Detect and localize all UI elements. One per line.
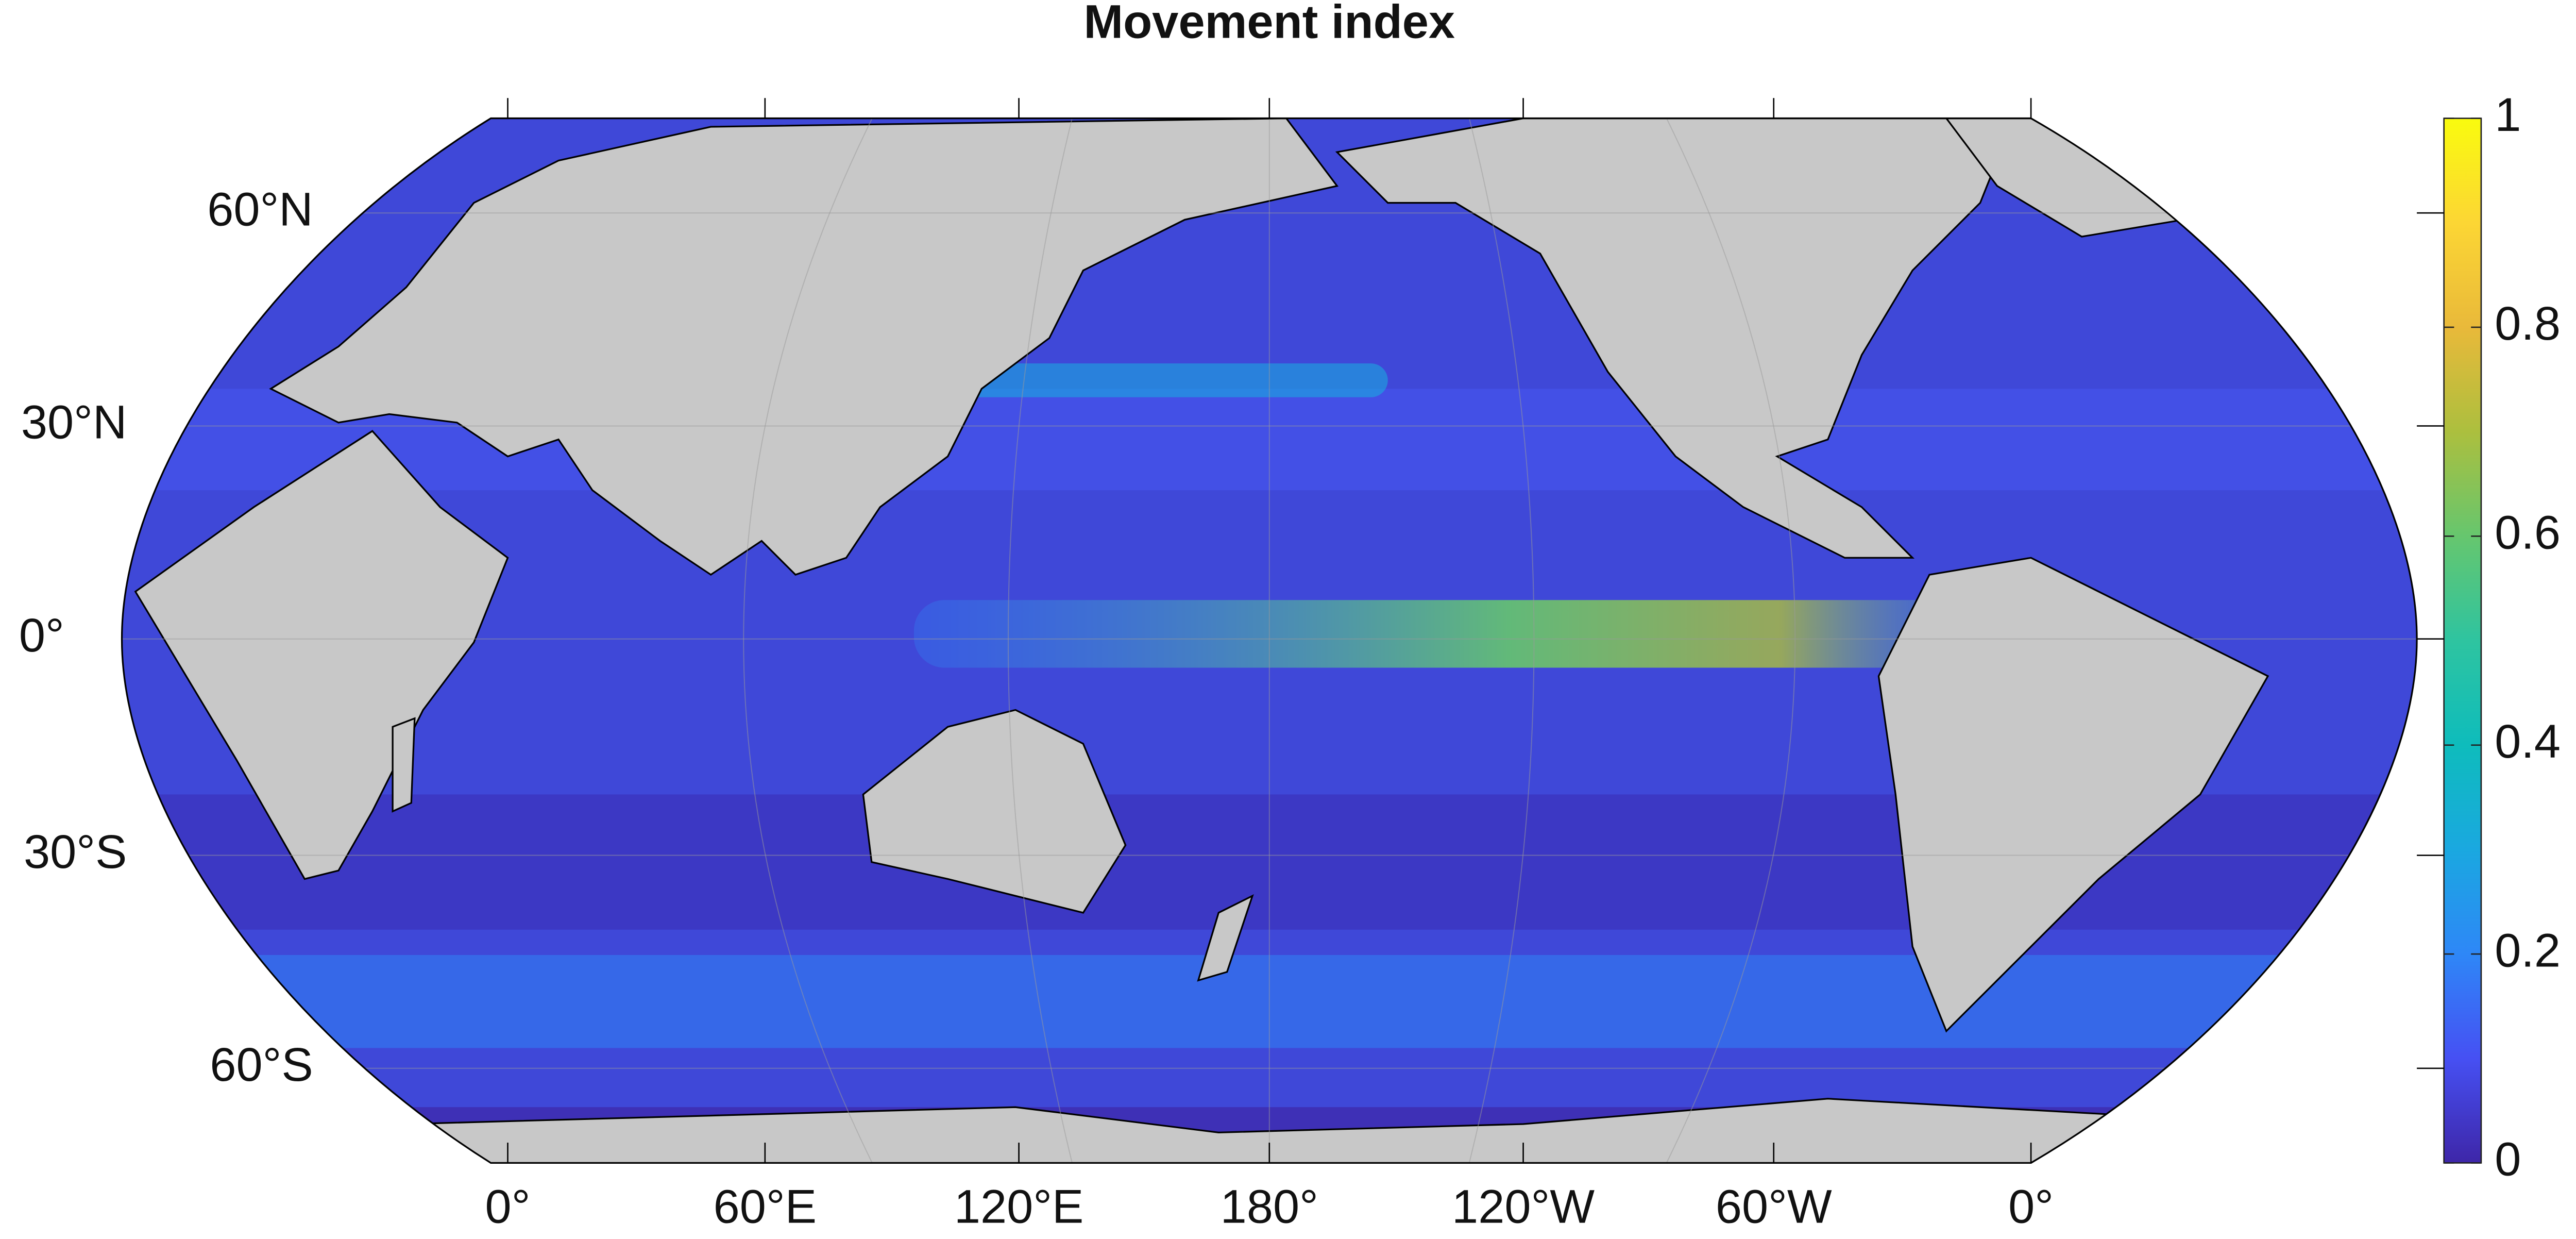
colorbar-tick-label: 0.4 [2495,715,2561,768]
lat-label: 60°S [210,1039,313,1091]
lat-label: 0° [19,609,64,662]
colorbar-tick-label: 0.2 [2495,924,2561,977]
map-body [122,118,2417,1163]
lon-label: 120°E [954,1181,1084,1233]
lat-label: 60°N [207,183,313,236]
meridian [1666,118,1796,1163]
colorbar-tick-label: 1 [2495,89,2521,141]
lon-label: 0° [485,1181,531,1233]
north-america [1335,118,2015,559]
lat-label: 30°S [24,826,127,878]
meridian [1007,118,1073,1163]
equatorial-band [913,600,1997,668]
map-title: Movement index [1084,0,1455,48]
kuroshio-band [947,363,1388,397]
colorbar-tick-label: 0 [2495,1133,2521,1186]
meridian [1468,118,1535,1163]
madagascar [392,717,416,813]
lon-label: 60°W [1716,1181,1832,1233]
africa [134,430,509,880]
south-america [1877,557,2269,1033]
graticule [122,118,2417,1163]
lat-label: 30°N [21,396,127,449]
australia [862,709,1127,914]
new-zealand [1197,894,1254,982]
lon-label: 0° [2008,1181,2054,1233]
colorbar-tick-label: 0.6 [2495,507,2561,559]
colorbar [2443,118,2482,1164]
lon-label: 60°E [714,1181,817,1233]
colorbar-tick-label: 0.8 [2495,297,2561,350]
lon-label: 180° [1221,1181,1318,1233]
lon-label: 120°W [1452,1181,1595,1233]
meridian [743,118,873,1163]
eurasia [269,118,1339,576]
